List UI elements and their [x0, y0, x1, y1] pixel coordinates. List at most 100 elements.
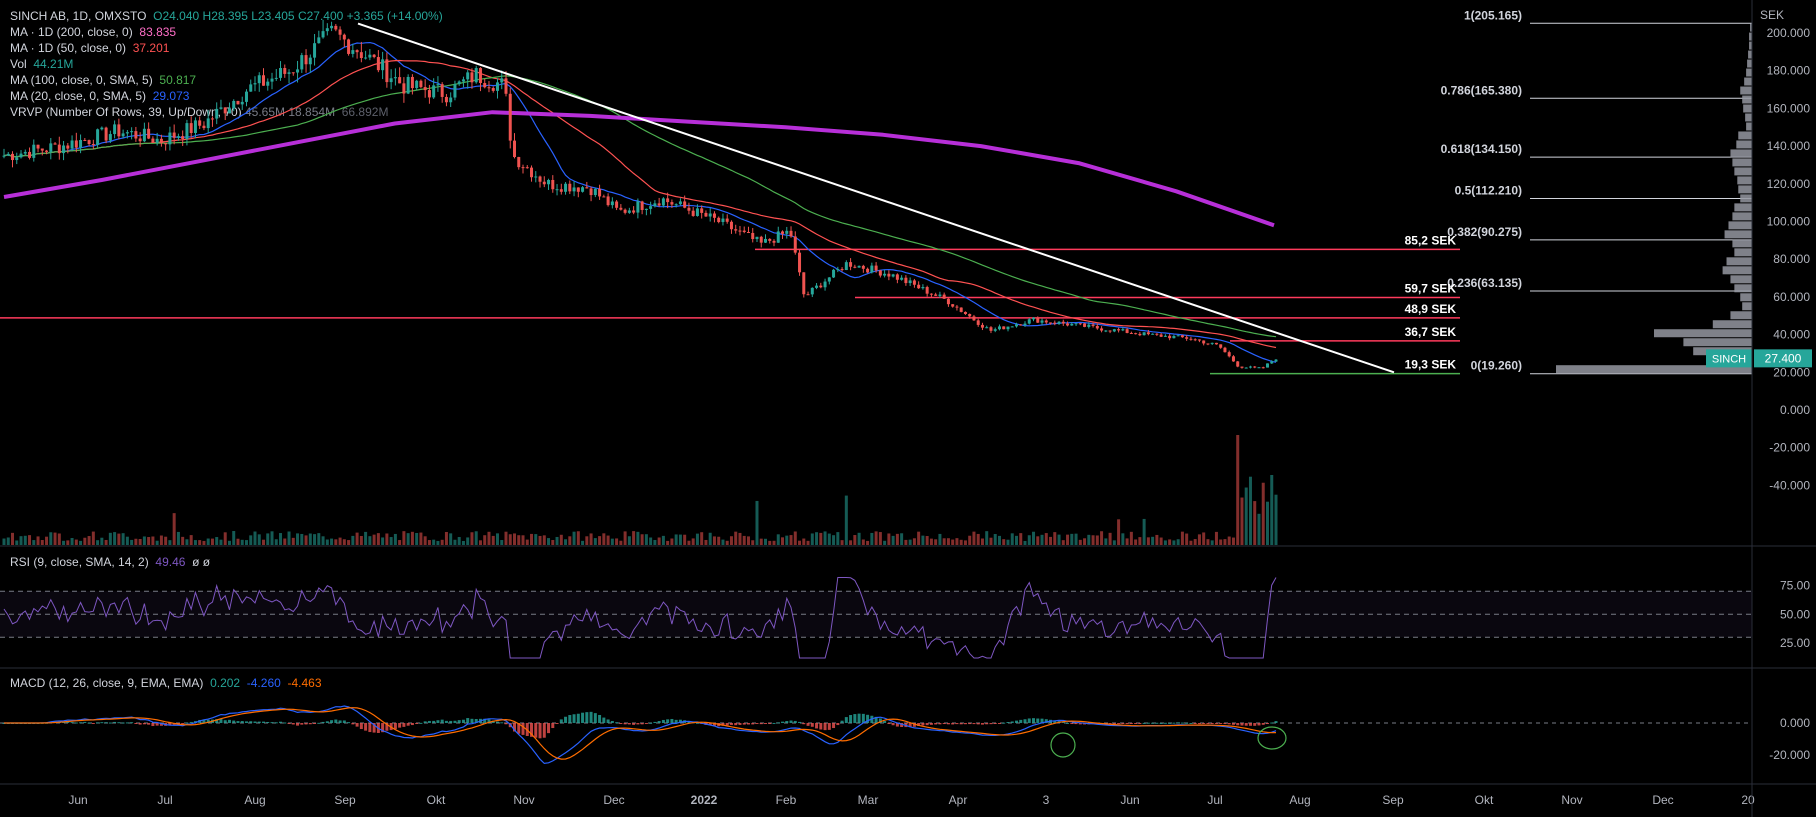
- legend-ma20-label[interactable]: MA (20, close, 0, SMA, 5): [10, 89, 147, 103]
- macd-histogram-bar: [1231, 723, 1235, 725]
- candle-body: [49, 143, 53, 152]
- volume-bar: [806, 540, 810, 545]
- macd-histogram-bar: [291, 723, 295, 725]
- candle-body: [453, 84, 457, 98]
- candle-body: [198, 120, 202, 126]
- candle-body: [1023, 323, 1027, 326]
- macd-histogram-bar: [572, 714, 576, 723]
- macd-histogram-bar: [1240, 723, 1244, 726]
- candle-body: [1146, 332, 1150, 335]
- candle-body: [181, 136, 185, 139]
- volume-bar: [147, 537, 151, 545]
- volume-bar: [776, 534, 780, 545]
- macd-histogram-bar: [1193, 723, 1197, 724]
- candle-body: [1180, 335, 1184, 338]
- candle-body: [138, 138, 142, 142]
- macd-histogram-bar: [759, 723, 763, 725]
- volume-bar: [283, 538, 287, 545]
- candle-body: [176, 136, 180, 138]
- candle-body: [262, 75, 266, 86]
- macd-histogram-bar: [402, 723, 406, 727]
- vrvp-bar: [1738, 131, 1752, 140]
- legend-vrvp-label[interactable]: VRVP (Number Of Rows, 39, Up/Down, 70): [10, 105, 242, 119]
- macd-histogram-bar: [891, 723, 895, 726]
- candle-body: [257, 75, 261, 84]
- volume-bar: [759, 538, 763, 545]
- vrvp-bar: [1736, 140, 1752, 149]
- macd-histogram-bar: [946, 723, 950, 725]
- vrvp-bar: [1740, 293, 1752, 302]
- macd-histogram-bar: [844, 717, 848, 723]
- volume-bar: [240, 539, 244, 545]
- macd-histogram-bar: [806, 723, 810, 726]
- macd-label[interactable]: MACD (12, 26, close, 9, EMA, EMA): [10, 676, 204, 690]
- macd-histogram-bar: [325, 721, 329, 723]
- volume-bar: [742, 535, 746, 545]
- candle-body: [449, 97, 453, 103]
- volume-bar: [1176, 539, 1180, 545]
- candle-body: [96, 129, 100, 145]
- candle-body: [351, 50, 355, 54]
- volume-bar: [49, 532, 53, 545]
- candle-body: [168, 132, 172, 145]
- legend-ma200-label[interactable]: MA · 1D (200, close, 0): [10, 25, 133, 39]
- candle-body: [1270, 361, 1274, 364]
- candle-body: [1176, 335, 1180, 337]
- macd-histogram-bar: [206, 719, 210, 723]
- candle-body: [334, 25, 338, 30]
- macd-histogram-bar: [627, 723, 631, 725]
- macd-histogram-bar: [568, 715, 572, 723]
- macd-histogram-bar: [317, 722, 321, 724]
- candle-body: [1044, 320, 1048, 323]
- candle-body: [968, 314, 972, 317]
- volume-bar: [802, 538, 806, 545]
- volume-bar: [155, 540, 159, 545]
- macd-histogram-bar: [449, 720, 453, 723]
- candle-body: [717, 217, 721, 223]
- macd-histogram-bar: [610, 720, 614, 723]
- candle-body: [759, 236, 763, 243]
- macd-histogram-bar: [1185, 722, 1189, 724]
- candle-body: [598, 188, 602, 197]
- candle-body: [1125, 329, 1129, 333]
- volume-bar: [1104, 538, 1108, 545]
- price-level-label: 19,3 SEK: [1405, 358, 1457, 372]
- volume-bar: [1151, 536, 1155, 545]
- legend-ma50-label[interactable]: MA · 1D (50, close, 0): [10, 41, 127, 55]
- legend-ma200-value: 83.835: [139, 25, 177, 39]
- macd-histogram-bar: [266, 721, 270, 723]
- candle-body: [155, 138, 159, 143]
- macd-histogram-bar: [500, 722, 504, 724]
- volume-bar: [28, 535, 32, 545]
- candle-body: [929, 293, 933, 295]
- macd-histogram-bar: [815, 723, 819, 729]
- macd-histogram-bar: [1138, 723, 1142, 724]
- legend-vol-label[interactable]: Vol: [10, 57, 27, 71]
- candle-body: [606, 196, 610, 206]
- vrvp-bar: [1750, 23, 1752, 32]
- volume-bar: [589, 533, 593, 545]
- candle-body: [142, 128, 146, 142]
- macd-histogram-bar: [657, 720, 661, 723]
- volume-bar: [670, 538, 674, 545]
- candle-body: [802, 272, 806, 295]
- candle-body: [815, 285, 819, 288]
- volume-bar: [1180, 531, 1184, 545]
- candle-body: [436, 84, 440, 86]
- candle-body: [959, 307, 963, 312]
- rsi-label[interactable]: RSI (9, close, SMA, 14, 2): [10, 555, 149, 569]
- macd-histogram-bar: [1019, 719, 1023, 723]
- candle-body: [172, 132, 176, 138]
- volume-bar: [342, 539, 346, 545]
- candle-body: [1257, 367, 1261, 369]
- macd-histogram-bar: [1257, 723, 1261, 726]
- volume-bar: [1146, 537, 1150, 545]
- macd-histogram-bar: [1219, 723, 1223, 724]
- macd-histogram-bar: [1070, 723, 1074, 724]
- macd-histogram-bar: [674, 719, 678, 723]
- volume-bar: [1057, 534, 1061, 545]
- legend-ma100-label[interactable]: MA (100, close, 0, SMA, 5): [10, 73, 153, 87]
- volume-bar: [1091, 535, 1095, 545]
- macd-histogram-bar: [636, 723, 640, 725]
